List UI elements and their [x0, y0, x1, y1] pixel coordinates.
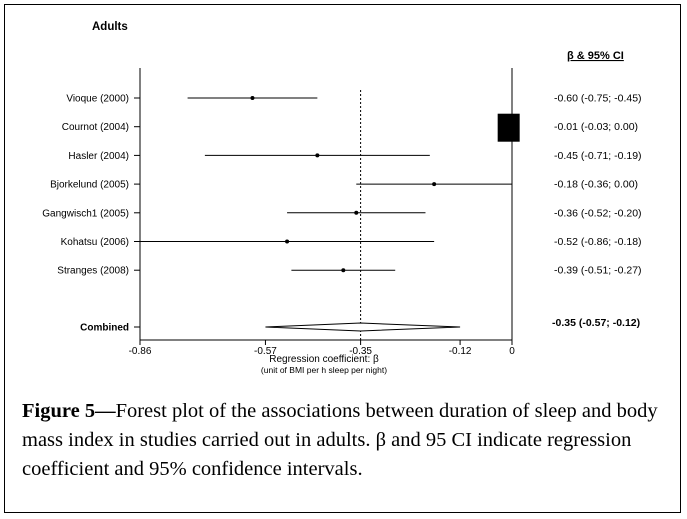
- ci-value-text: -0.60 (-0.75; -0.45): [554, 93, 642, 105]
- ci-value-text: -0.36 (-0.52; -0.20): [554, 207, 642, 219]
- study-label: Vioque (2000): [66, 94, 129, 105]
- weight-box: [497, 113, 520, 142]
- x-tick-label: -0.86: [129, 346, 152, 357]
- combined-ci-text: -0.35 (-0.57; -0.12): [552, 317, 640, 329]
- forest-plot: Adults β & 95% CI -0.86 -0.57 -0.35 -0.12 0 …: [42, 21, 641, 375]
- ci-value-text: -0.52 (-0.86; -0.18): [554, 236, 642, 248]
- point-estimate: [354, 210, 359, 215]
- study-label: Gangwisch1 (2005): [42, 208, 129, 219]
- ci-value-text: -0.45 (-0.71; -0.19): [554, 150, 642, 162]
- study-label: Kohatsu (2006): [61, 237, 129, 248]
- point-estimate: [250, 96, 255, 100]
- point-estimate: [432, 182, 437, 187]
- ci-value-text: -0.18 (-0.36; 0.00): [554, 179, 638, 191]
- point-estimate: [285, 239, 290, 244]
- ci-value-text: -0.39 (-0.51; -0.27): [554, 265, 642, 277]
- study-label: Bjorkelund (2005): [50, 180, 129, 191]
- x-tick-label: 0: [509, 346, 515, 357]
- point-estimate: [341, 268, 346, 273]
- point-estimate: [315, 153, 320, 158]
- caption-label: Figure 5—: [22, 400, 116, 422]
- combined-label: Combined: [80, 323, 129, 334]
- study-label: Stranges (2008): [57, 266, 129, 277]
- caption-text: Forest plot of the associations between …: [22, 400, 658, 480]
- study-label: Cournot (2004): [62, 122, 129, 133]
- combined-diamond: [265, 322, 461, 332]
- ci-column-header: β & 95% CI: [567, 50, 624, 62]
- axis-layer: -0.86 -0.57 -0.35 -0.12 0: [129, 68, 515, 357]
- study-rows: Vioque (2000) -0.60 (-0.75; -0.45) Cournot…: [42, 93, 641, 334]
- x-axis-sublabel: (unit of BMI per h sleep per night): [261, 365, 387, 375]
- panel-title: Adults: [92, 21, 128, 33]
- x-axis-label: Regression coefficient: β: [269, 354, 379, 365]
- study-label: Hasler (2004): [68, 151, 129, 162]
- figure-frame: [4, 4, 681, 513]
- figure-caption: Figure 5—Forest plot of the associations…: [22, 397, 670, 484]
- x-tick-label: -0.12: [449, 346, 472, 357]
- x-tick-label: -0.57: [254, 346, 277, 357]
- ci-value-text: -0.01 (-0.03; 0.00): [554, 121, 638, 133]
- x-tick-label: -0.35: [349, 346, 372, 357]
